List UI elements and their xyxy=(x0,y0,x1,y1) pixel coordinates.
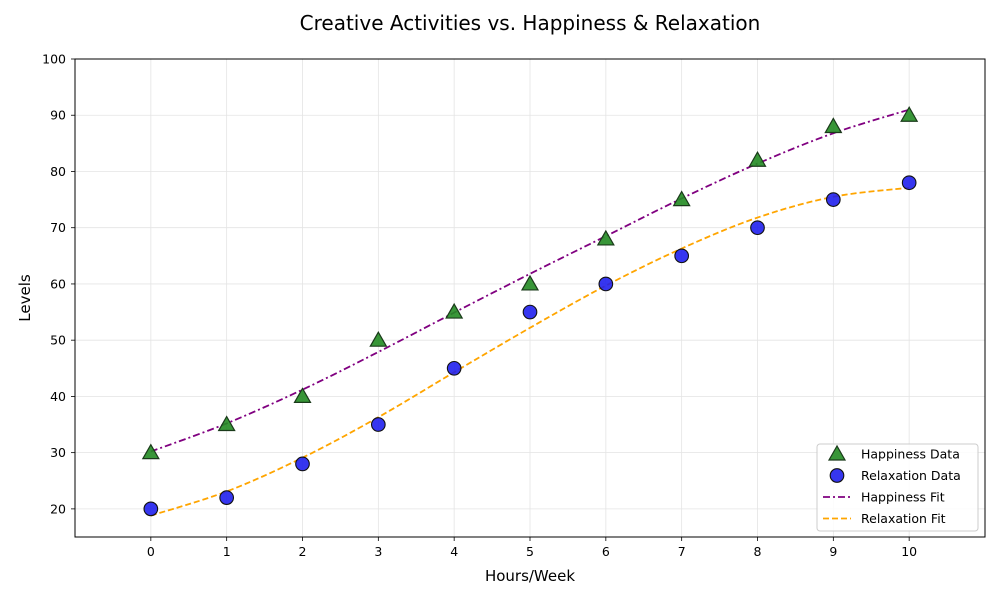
relaxation-data-point xyxy=(674,248,690,264)
data-points xyxy=(141,106,919,517)
y-tick-label: 20 xyxy=(50,501,66,516)
y-tick-label: 60 xyxy=(50,276,66,291)
relaxation-data-point xyxy=(825,192,841,207)
relaxation-data-point xyxy=(901,175,917,191)
happiness-data-point xyxy=(824,117,843,134)
x-tick-label: 6 xyxy=(602,544,610,559)
happiness-data-legend-swatch xyxy=(827,444,847,461)
x-axis-ticks: 0 1 2 3 4 5 6 7 8 9 10 xyxy=(147,537,917,559)
happiness-data-point xyxy=(900,106,919,122)
y-tick-label: 30 xyxy=(50,445,66,460)
y-tick-label: 70 xyxy=(50,220,66,235)
relaxation-data-point xyxy=(295,456,310,472)
x-tick-label: 8 xyxy=(754,544,762,559)
happiness-data-point xyxy=(217,415,236,432)
x-tick-label: 4 xyxy=(450,544,458,559)
x-tick-label: 3 xyxy=(374,544,382,559)
happiness-data-point xyxy=(445,302,464,319)
relaxation-fit-line xyxy=(150,186,910,517)
legend-label: Happiness Data xyxy=(861,447,960,462)
legend: Happiness Data Relaxation Data Happiness F… xyxy=(816,443,979,532)
relaxation-data-point xyxy=(522,304,538,320)
chart-title: Creative Activities vs. Happiness & Rela… xyxy=(300,11,761,35)
x-tick-label: 9 xyxy=(829,544,837,559)
relaxation-data-point xyxy=(750,220,765,236)
relaxation-data-point xyxy=(143,501,159,517)
y-axis-ticks: 20 30 40 50 60 70 80 90 100 xyxy=(42,52,75,516)
x-tick-label: 2 xyxy=(299,544,307,559)
x-tick-label: 7 xyxy=(678,544,686,559)
y-tick-label: 100 xyxy=(42,52,66,67)
x-tick-label: 1 xyxy=(223,544,231,559)
relaxation-data-point xyxy=(598,276,614,292)
y-axis-label: Levels xyxy=(16,274,34,322)
happiness-data-point xyxy=(141,443,160,460)
x-tick-label: 10 xyxy=(901,544,917,559)
relaxation-data-point xyxy=(446,360,462,376)
fit-lines xyxy=(150,108,910,517)
relaxation-data-legend-swatch xyxy=(829,468,845,483)
legend-box xyxy=(816,443,979,532)
relaxation-data-point xyxy=(370,417,386,432)
happiness-data-point xyxy=(672,190,691,207)
happiness-data-point xyxy=(520,274,540,291)
happiness-data-point xyxy=(369,330,388,347)
relaxation-data-point xyxy=(219,490,235,505)
happiness-fit-line xyxy=(150,108,910,453)
y-tick-label: 50 xyxy=(50,333,66,348)
legend-label: Relaxation Fit xyxy=(861,511,946,526)
y-tick-label: 80 xyxy=(50,164,66,179)
legend-label: Happiness Fit xyxy=(861,490,945,505)
x-tick-label: 5 xyxy=(526,544,534,559)
happiness-data-point xyxy=(596,229,615,246)
x-tick-label: 0 xyxy=(147,544,155,559)
happiness-data-point xyxy=(748,151,767,167)
happiness-data-point xyxy=(293,387,312,404)
legend-label: Relaxation Data xyxy=(861,468,961,483)
y-tick-label: 40 xyxy=(50,389,66,404)
x-axis-label: Hours/Week xyxy=(485,567,575,585)
y-tick-label: 90 xyxy=(50,108,66,123)
